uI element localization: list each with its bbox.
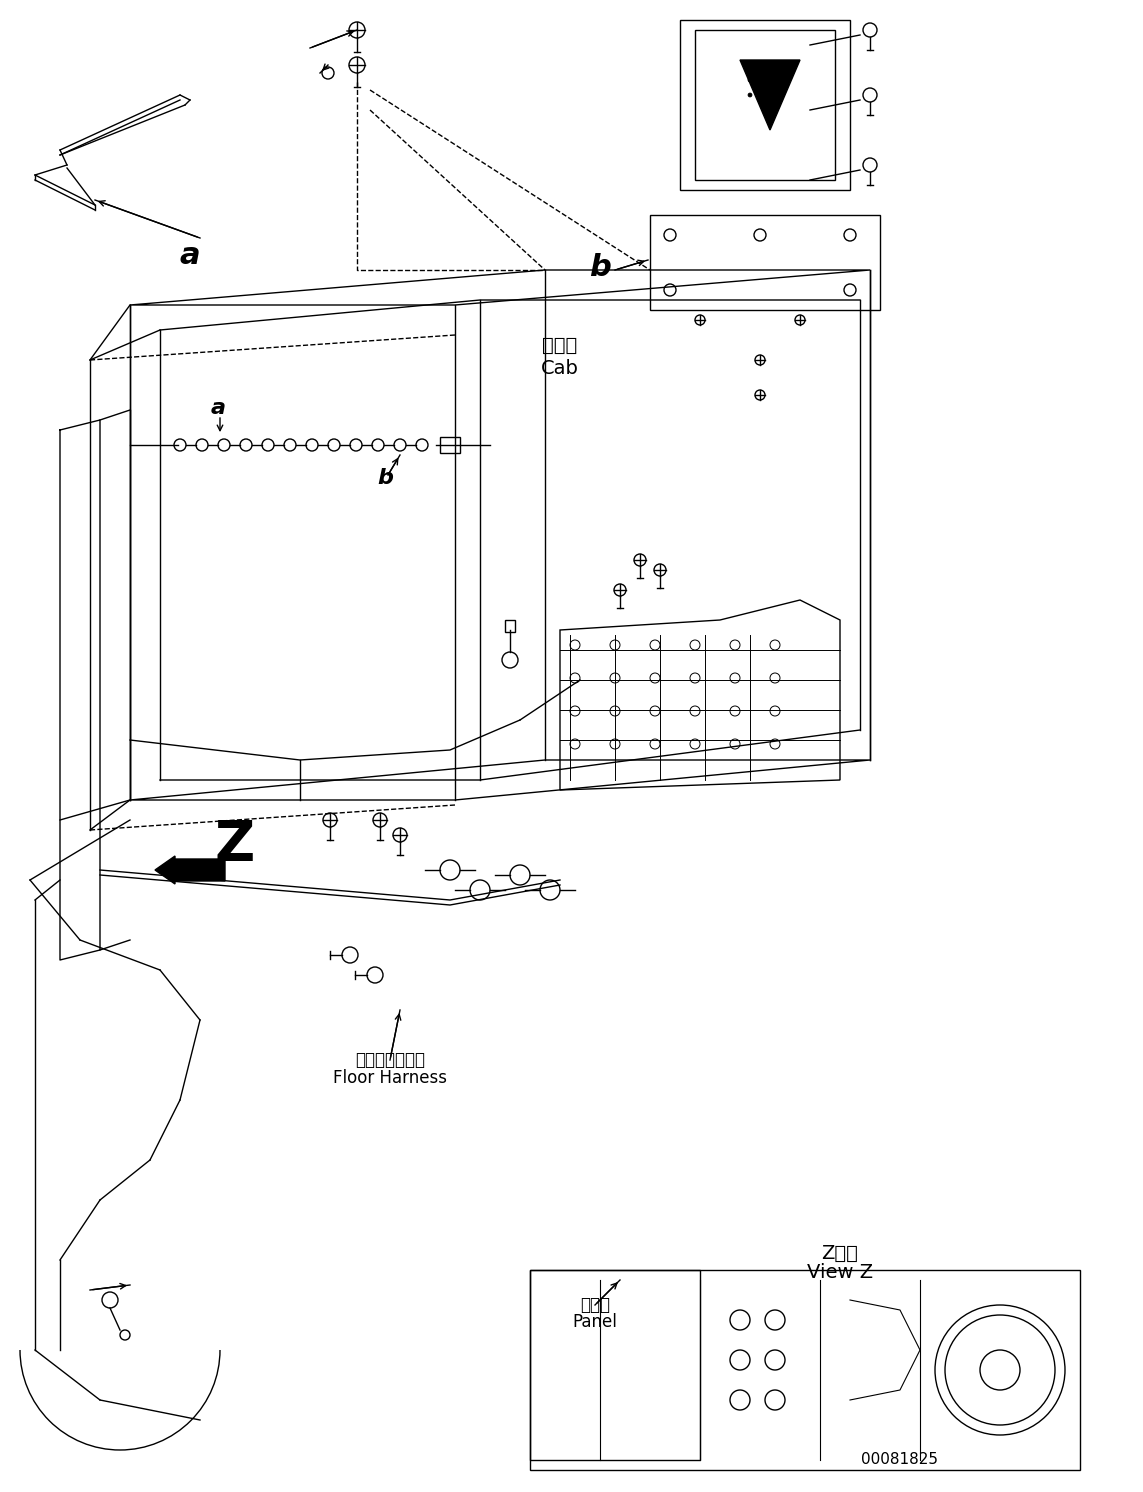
Polygon shape <box>740 60 800 130</box>
Text: b: b <box>589 254 612 282</box>
Text: b: b <box>377 468 393 488</box>
Text: Z: Z <box>215 818 255 871</box>
Text: 00081825: 00081825 <box>862 1453 938 1468</box>
Text: パネル: パネル <box>580 1297 610 1314</box>
Text: キャブ: キャブ <box>543 336 577 355</box>
Circle shape <box>758 78 762 82</box>
Text: a: a <box>179 242 200 270</box>
FancyArrow shape <box>155 856 225 883</box>
Circle shape <box>748 78 752 82</box>
Text: Panel: Panel <box>573 1313 617 1331</box>
Text: Floor Harness: Floor Harness <box>333 1068 447 1088</box>
Text: Z　視: Z 視 <box>822 1243 858 1262</box>
Text: View Z: View Z <box>807 1262 873 1282</box>
Circle shape <box>758 93 762 97</box>
Text: a: a <box>210 398 225 418</box>
Circle shape <box>758 63 762 67</box>
Bar <box>440 437 459 454</box>
Circle shape <box>748 93 752 97</box>
Circle shape <box>768 63 772 67</box>
Text: Cab: Cab <box>541 358 580 377</box>
Circle shape <box>768 93 772 97</box>
Text: フロアハーネス: フロアハーネス <box>355 1050 425 1068</box>
Bar <box>505 621 515 633</box>
Circle shape <box>768 78 772 82</box>
Circle shape <box>748 63 752 67</box>
